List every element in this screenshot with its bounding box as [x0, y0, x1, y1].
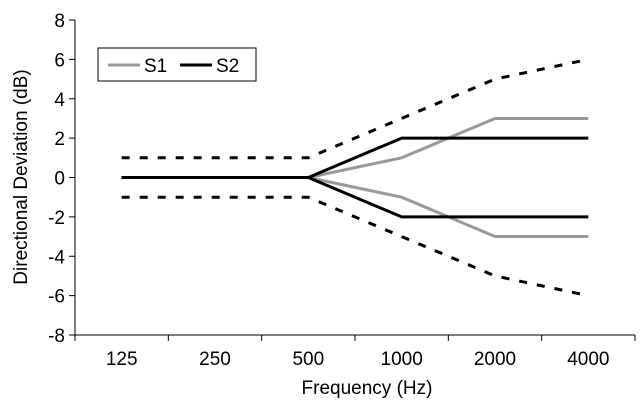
x-tick-label: 500: [292, 349, 324, 370]
y-tick-label: -2: [48, 208, 65, 229]
y-tick-label: -8: [48, 326, 65, 347]
x-tick-label: 250: [199, 349, 231, 370]
x-tick-label: 2000: [474, 349, 516, 370]
y-tick-label: 8: [54, 11, 65, 32]
y-tick-label: -6: [48, 287, 65, 308]
series-line-s2_lower: [121, 176, 589, 219]
series-layer: [121, 57, 589, 298]
legend-label-s1: S1: [144, 56, 167, 77]
y-tick-label: -4: [48, 247, 65, 268]
x-axis-title: Frequency (Hz): [302, 378, 433, 399]
y-tick-label: 4: [54, 90, 65, 111]
y-tick-label: 6: [54, 50, 65, 71]
legend: S1 S2: [97, 47, 257, 82]
series-line-tol_upper: [121, 57, 589, 160]
series-line-tol_lower: [121, 195, 589, 298]
series-line-s1_lower: [121, 176, 589, 239]
x-tick-label: 1000: [381, 349, 423, 370]
y-axis-title: Directional Deviation (dB): [11, 69, 32, 284]
legend-label-s2: S2: [216, 56, 239, 77]
series-line-s1_upper: [121, 116, 589, 179]
axes-layer: -8 -6 -4 -2 0 2 4 6 8 125 250 500 1000 2000 4000: [48, 11, 636, 370]
x-tick-label: 4000: [567, 349, 609, 370]
y-tick-label: 2: [54, 129, 65, 150]
x-tick-label: 125: [106, 349, 138, 370]
series-line-s2_upper: [121, 136, 589, 179]
y-tick-label: 0: [54, 169, 65, 190]
